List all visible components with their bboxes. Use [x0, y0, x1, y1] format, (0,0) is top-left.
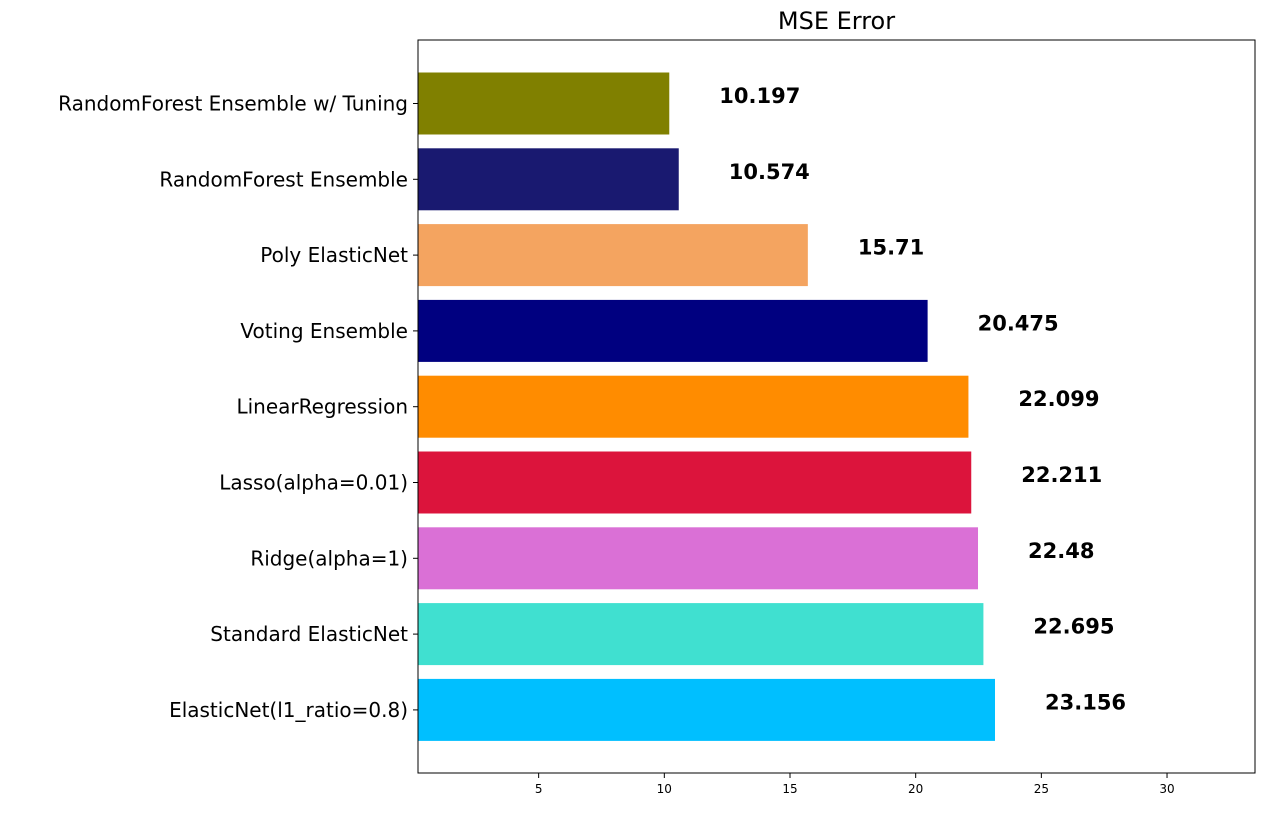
x-tick-label: 15: [782, 782, 797, 796]
category-label: ElasticNet(l1_ratio=0.8): [169, 698, 408, 722]
value-label: 20.475: [978, 311, 1059, 335]
bar-8: [418, 603, 984, 666]
x-tick-label: 5: [535, 782, 543, 796]
value-label: 22.099: [1018, 387, 1099, 411]
bar-3: [418, 224, 808, 287]
category-label: LinearRegression: [236, 395, 408, 419]
bar-6: [418, 451, 972, 514]
bar-4: [418, 299, 928, 362]
axes-layer: 5 10 15 20 25 30: [413, 39, 1256, 796]
category-label: Voting Ensemble: [240, 319, 408, 343]
x-tick-label: 25: [1034, 782, 1049, 796]
chart-title: MSE Error: [778, 7, 895, 35]
x-tick-label: 20: [908, 782, 923, 796]
x-tick-label: 30: [1159, 782, 1174, 796]
bars-layer: [418, 72, 996, 741]
value-label: 10.574: [729, 160, 810, 184]
value-label: 15.71: [858, 236, 924, 260]
bar-7: [418, 527, 979, 590]
bar-9: [418, 678, 996, 741]
value-label: 10.197: [719, 84, 800, 108]
bar-5: [418, 375, 969, 438]
labels-layer: RandomForest Ensemble w/ Tuning 10.197 Ran…: [58, 84, 1126, 722]
category-label: Lasso(alpha=0.01): [219, 471, 408, 495]
category-label: RandomForest Ensemble: [159, 167, 408, 191]
category-label: RandomForest Ensemble w/ Tuning: [58, 92, 408, 116]
category-label: Standard ElasticNet: [210, 622, 408, 646]
value-label: 22.48: [1028, 539, 1094, 563]
category-label: Ridge(alpha=1): [250, 546, 408, 570]
bar-1: [418, 72, 670, 135]
value-label: 22.695: [1033, 615, 1114, 639]
x-tick-label: 10: [657, 782, 672, 796]
value-label: 22.211: [1021, 463, 1102, 487]
value-label: 23.156: [1045, 690, 1126, 714]
bar-2: [418, 148, 679, 211]
plot-frame: [417, 39, 1256, 774]
category-label: Poly ElasticNet: [260, 243, 408, 267]
